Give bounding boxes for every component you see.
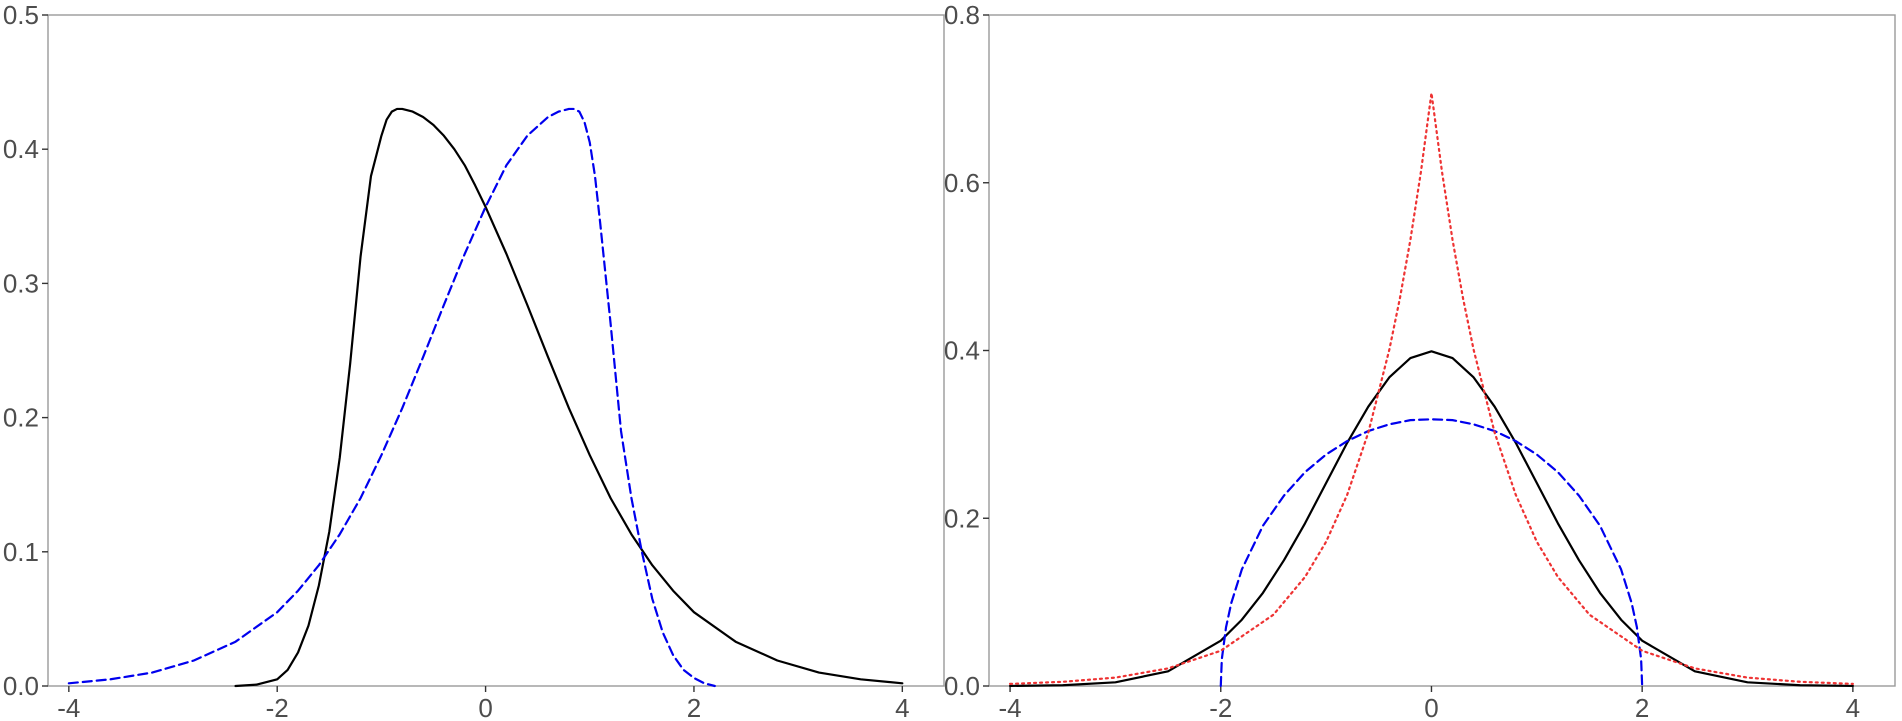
- x-tick-label: 2: [687, 693, 701, 721]
- y-tick-label: 0.4: [944, 336, 980, 366]
- y-tick-label: 0.0: [944, 671, 980, 701]
- x-tick-label: -2: [266, 693, 289, 721]
- right-density-panel: 0.0 0.2 0.4 0.6 0.8 -4 -2 0 2 4: [944, 0, 1896, 721]
- y-tick-label: 0.2: [3, 403, 39, 433]
- y-tick-label: 0.5: [3, 0, 39, 30]
- x-tick-label: -4: [999, 693, 1022, 721]
- x-tick-label: 0: [478, 693, 492, 721]
- x-tick-label: 0: [1424, 693, 1438, 721]
- series-line-dotted: [1008, 91, 1854, 685]
- x-tick-label: 4: [1846, 693, 1860, 721]
- x-tick-label: -2: [1209, 693, 1232, 721]
- y-tick-label: 0.1: [3, 537, 39, 567]
- y-tick-label: 0.0: [3, 671, 39, 701]
- plot-area-frame: [47, 14, 945, 687]
- x-tick-label: 2: [1635, 693, 1649, 721]
- left-density-panel: 0.0 0.1 0.2 0.3 0.4 0.5 -4 -2 0 2 4: [3, 0, 945, 721]
- series-line-dashed: [67, 107, 716, 688]
- series-line-dashed: [1219, 418, 1644, 688]
- y-tick-label: 0.2: [944, 503, 980, 533]
- series-line-solid: [234, 107, 904, 688]
- plot-area-frame: [988, 14, 1896, 687]
- series-line-solid: [1008, 350, 1854, 688]
- y-tick-label: 0.8: [944, 0, 980, 30]
- y-tick-label: 0.3: [3, 268, 39, 298]
- x-tick-label: -4: [57, 693, 80, 721]
- x-tick-label: 4: [895, 693, 909, 721]
- y-tick-label: 0.4: [3, 134, 39, 164]
- y-tick-label: 0.6: [944, 168, 980, 198]
